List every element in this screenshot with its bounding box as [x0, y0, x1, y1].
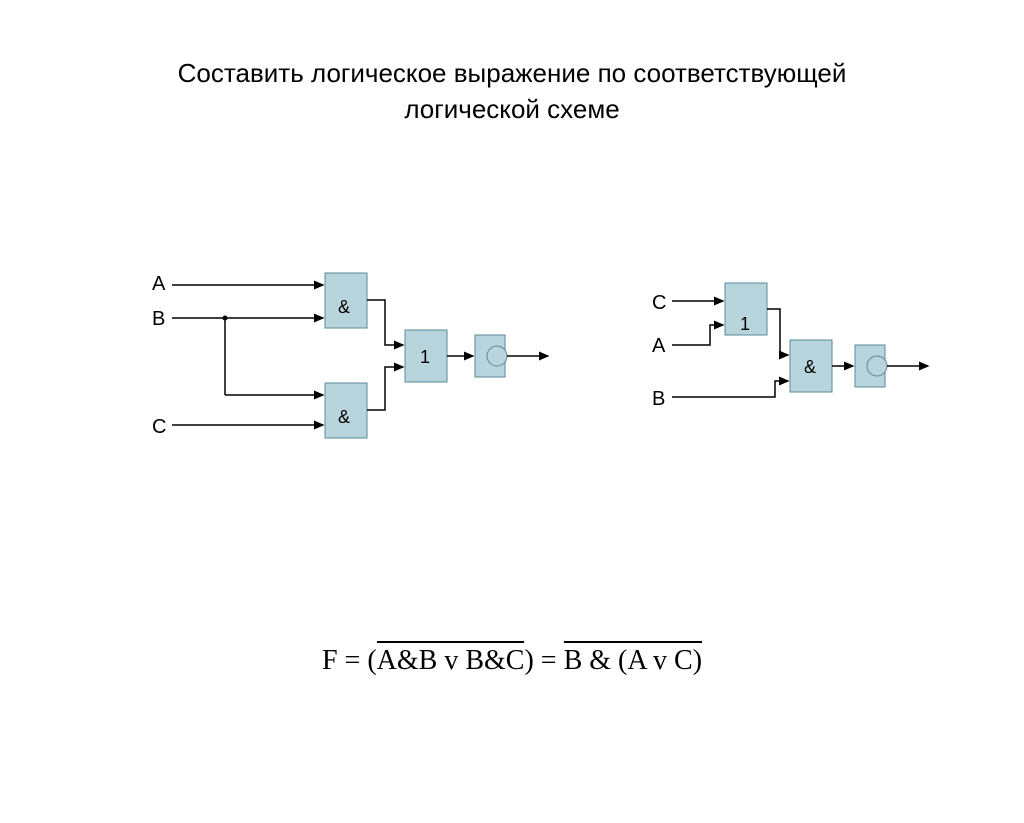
right-circuit: C A B 1 &: [652, 283, 928, 410]
formula-prefix: F = (: [322, 645, 377, 676]
gate-label: &: [338, 407, 350, 427]
not-bubble: [487, 346, 507, 366]
gate-label: 1: [740, 314, 750, 334]
formula-over1: A&B v B&C: [377, 645, 525, 677]
input-label-C: C: [652, 292, 666, 314]
formula-mid: ) =: [524, 645, 563, 676]
gate-label: &: [338, 297, 350, 317]
input-label-C: C: [152, 416, 166, 438]
left-circuit: A B C & & 1: [152, 273, 548, 438]
wire: [767, 309, 788, 355]
input-label-B: B: [652, 388, 665, 410]
input-label-B: B: [152, 308, 165, 330]
circuits-svg: A B C & & 1 C A B: [0, 255, 1024, 505]
gate-label: 1: [420, 347, 430, 367]
input-label-A: A: [152, 273, 166, 295]
wire: [367, 367, 403, 410]
page-title: Составить логическое выражение по соотве…: [0, 55, 1024, 128]
input-label-A: A: [652, 335, 666, 357]
title-line1: Составить логическое выражение по соотве…: [178, 58, 847, 88]
wire: [672, 381, 788, 397]
junction-dot: [223, 316, 228, 321]
wire: [672, 325, 723, 345]
formula-over2: B & (A v C): [564, 645, 702, 677]
wire: [367, 300, 403, 345]
title-line2: логической схеме: [404, 94, 619, 124]
gate-label: &: [804, 357, 816, 377]
formula: F = (A&B v B&C) = B & (A v C): [0, 645, 1024, 677]
diagram-area: A B C & & 1 C A B: [0, 255, 1024, 505]
not-bubble: [867, 356, 887, 376]
